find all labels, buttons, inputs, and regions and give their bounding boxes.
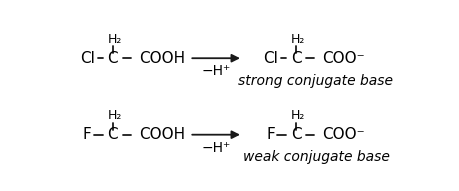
Text: C: C	[291, 51, 301, 66]
Text: weak conjugate base: weak conjugate base	[242, 151, 389, 164]
Text: C: C	[291, 127, 301, 142]
Text: COOH: COOH	[139, 127, 185, 142]
Text: F: F	[83, 127, 91, 142]
Text: Cl: Cl	[263, 51, 278, 66]
Text: H₂: H₂	[291, 33, 305, 46]
Text: H₂: H₂	[291, 109, 305, 122]
Text: C: C	[107, 127, 118, 142]
Text: −H⁺: −H⁺	[201, 141, 230, 155]
Text: COO⁻: COO⁻	[322, 127, 364, 142]
Text: F: F	[266, 127, 274, 142]
Text: Cl: Cl	[79, 51, 94, 66]
Text: H₂: H₂	[107, 33, 122, 46]
Text: C: C	[107, 51, 118, 66]
Text: strong conjugate base: strong conjugate base	[238, 74, 392, 88]
Text: COOH: COOH	[139, 51, 185, 66]
Text: −H⁺: −H⁺	[201, 64, 230, 79]
Text: COO⁻: COO⁻	[322, 51, 364, 66]
Text: H₂: H₂	[107, 109, 122, 122]
